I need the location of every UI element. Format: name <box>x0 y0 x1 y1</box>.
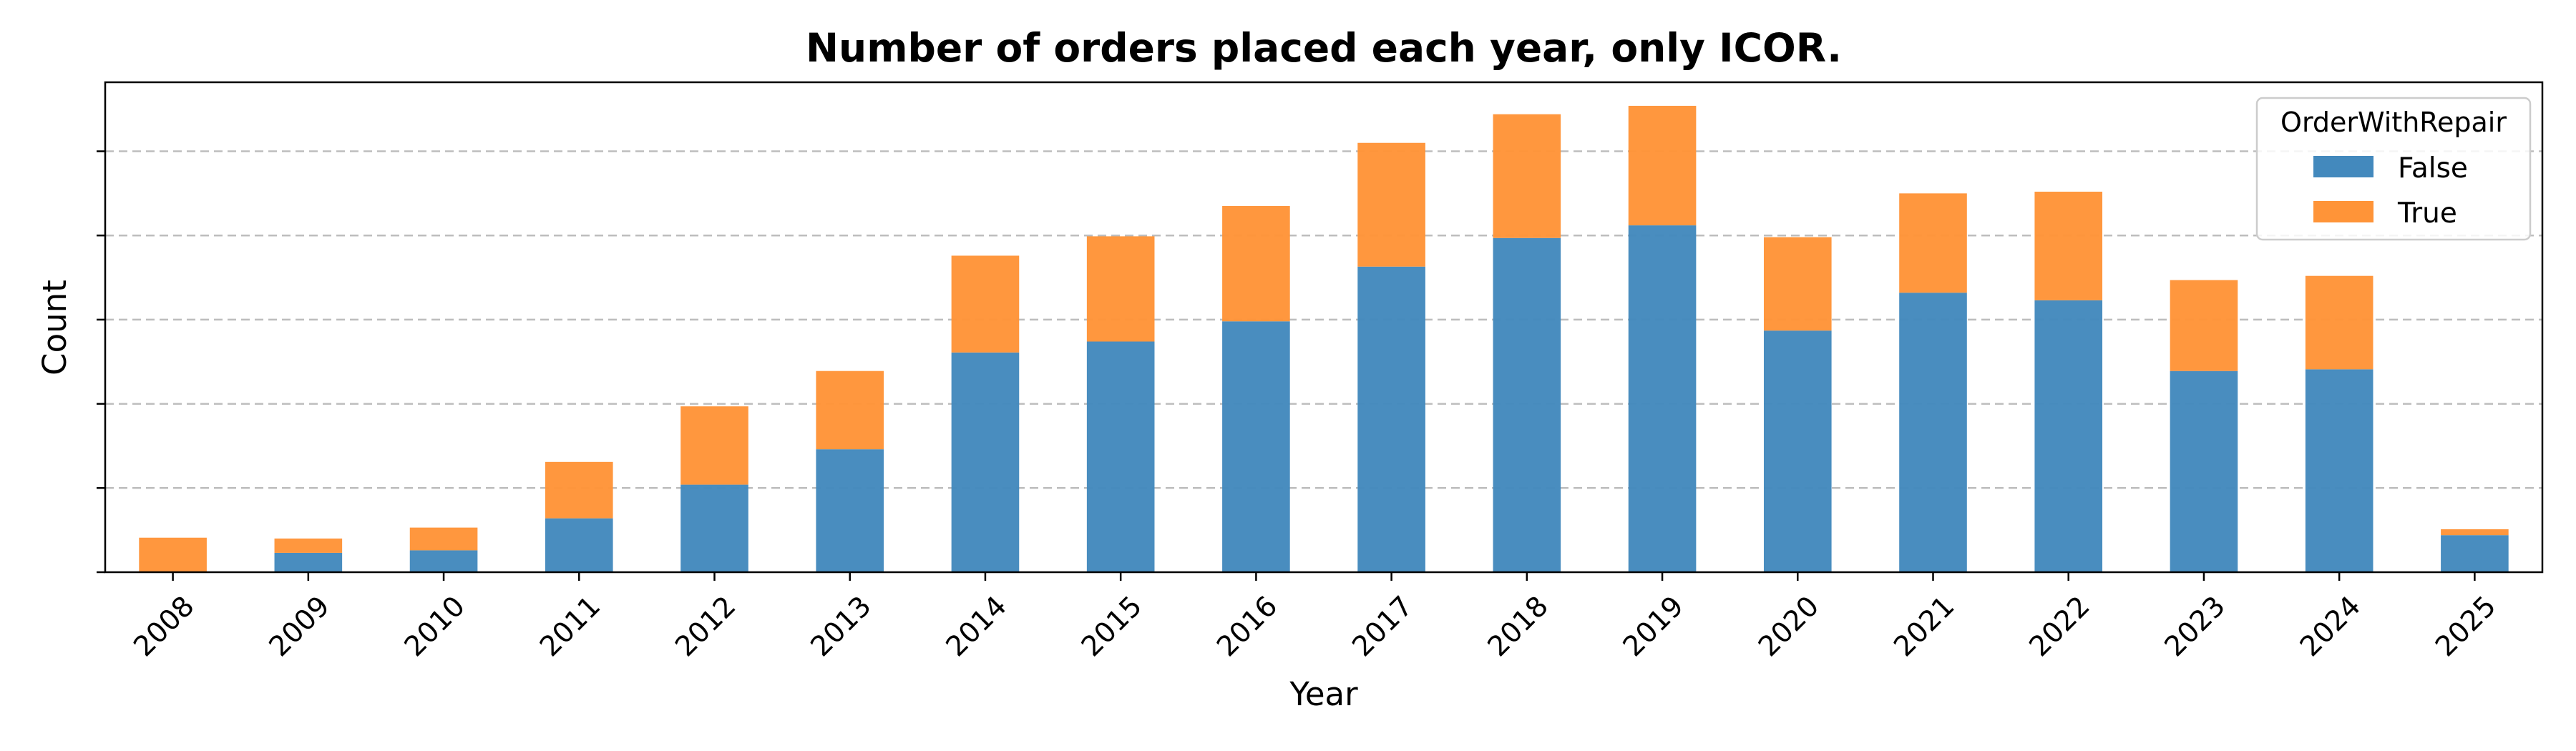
bar-true-2010 <box>409 527 478 551</box>
legend: OrderWithRepair False True <box>2255 97 2532 241</box>
x-axis-label: Year <box>1289 675 1358 713</box>
x-axis-ticks: 2008 2009 2010 2011 2012 2013 2014 2015 2016 2017… <box>127 572 2502 663</box>
bar-true-2017 <box>1357 142 1425 267</box>
bar-true-2021 <box>1899 193 1967 293</box>
x-tick-label: 2021 <box>1888 590 1961 663</box>
x-tick-label: 2020 <box>1752 590 1825 663</box>
legend-label-true: True <box>2397 197 2457 230</box>
y-axis-label: Count <box>36 280 74 376</box>
bars <box>139 105 2509 572</box>
bar-true-2020 <box>1763 237 1832 331</box>
x-tick-label: 2019 <box>1617 590 1690 663</box>
x-tick-label: 2025 <box>2429 590 2502 663</box>
x-tick-label: 2016 <box>1211 590 1284 663</box>
bar-true-2011 <box>545 461 613 519</box>
legend-title: OrderWithRepair <box>2280 107 2507 138</box>
bar-false-2025 <box>2441 535 2509 572</box>
bar-false-2017 <box>1357 266 1425 572</box>
bar-false-2012 <box>680 484 748 572</box>
legend-swatch-false <box>2313 156 2373 177</box>
bar-false-2021 <box>1899 293 1967 572</box>
x-tick-label: 2008 <box>127 590 200 663</box>
bar-false-2014 <box>951 352 1020 572</box>
x-tick-label: 2023 <box>2159 590 2232 663</box>
bar-true-2014 <box>951 255 1020 353</box>
x-tick-label: 2022 <box>2024 590 2097 663</box>
bar-true-2008 <box>139 537 207 572</box>
bar-false-2015 <box>1086 341 1155 572</box>
legend-swatch-true <box>2313 201 2373 222</box>
y-axis-ticks <box>97 150 105 574</box>
x-tick-label: 2009 <box>263 590 336 663</box>
x-tick-label: 2017 <box>1346 590 1419 663</box>
plot-frame <box>104 81 2544 574</box>
bar-false-2023 <box>2170 370 2238 572</box>
x-tick-label: 2024 <box>2294 590 2367 663</box>
bar-false-2011 <box>545 518 613 572</box>
bar-true-2023 <box>2170 280 2238 371</box>
bar-true-2025 <box>2441 529 2509 536</box>
bar-false-2020 <box>1763 330 1832 572</box>
bar-true-2024 <box>2305 275 2373 370</box>
bar-false-2013 <box>816 449 884 572</box>
bar-false-2022 <box>2034 300 2103 572</box>
bar-false-2018 <box>1493 237 1561 572</box>
bar-true-2022 <box>2034 192 2103 300</box>
x-tick-label: 2011 <box>534 590 607 663</box>
x-tick-label: 2012 <box>669 590 742 663</box>
x-tick-label: 2013 <box>805 590 878 663</box>
bar-true-2019 <box>1628 105 1697 226</box>
bar-true-2016 <box>1222 206 1290 322</box>
bar-true-2015 <box>1086 236 1155 342</box>
x-tick-label: 2014 <box>940 590 1013 663</box>
chart-title: Number of orders placed each year, only … <box>806 25 1842 71</box>
bar-false-2010 <box>409 550 478 572</box>
bar-true-2013 <box>816 370 884 450</box>
x-tick-label: 2010 <box>399 590 472 663</box>
bar-true-2018 <box>1493 114 1561 238</box>
bar-false-2024 <box>2305 369 2373 572</box>
bar-false-2009 <box>274 552 343 572</box>
bar-false-2016 <box>1222 321 1290 572</box>
x-tick-label: 2018 <box>1482 590 1555 663</box>
bar-false-2019 <box>1628 225 1697 572</box>
grid-lines <box>105 150 2542 489</box>
x-tick-label: 2015 <box>1075 590 1148 663</box>
bar-true-2012 <box>680 406 748 485</box>
legend-label-false: False <box>2398 152 2468 185</box>
bar-true-2009 <box>274 538 343 553</box>
